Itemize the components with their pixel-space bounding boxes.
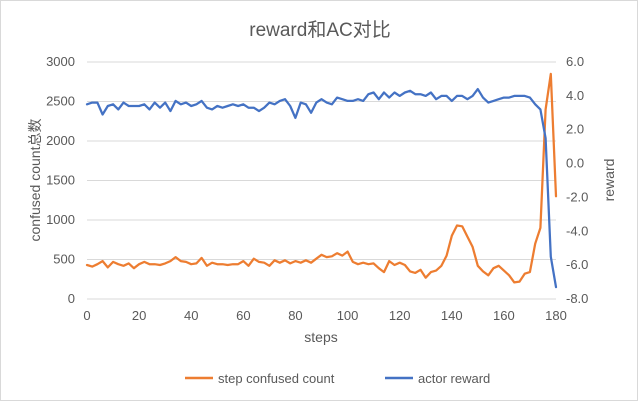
right-tick-label: 2.0 <box>566 122 584 137</box>
series-layer <box>85 72 558 289</box>
x-tick-label: 120 <box>389 308 411 323</box>
left-axis-label: confused count总数 <box>27 119 43 242</box>
right-tick-label: -6.0 <box>566 257 588 272</box>
series-line-step-confused-count <box>85 72 558 284</box>
left-tick-label: 3000 <box>46 54 75 69</box>
left-tick-label: 2500 <box>46 94 75 109</box>
right-tick-label: -4.0 <box>566 223 588 238</box>
right-tick-label: -8.0 <box>566 291 588 306</box>
x-tick-label: 60 <box>236 308 250 323</box>
x-axis-ticks: 0 20 40 60 80 100 120 140 160 180 <box>83 308 566 323</box>
x-tick-label: 180 <box>545 308 567 323</box>
right-axis-label: reward <box>601 159 617 202</box>
legend: step confused count actor reward <box>185 371 490 386</box>
x-tick-label: 40 <box>184 308 198 323</box>
x-tick-label: 100 <box>337 308 359 323</box>
left-tick-label: 500 <box>53 252 75 267</box>
x-axis-label: steps <box>304 329 337 345</box>
left-tick-label: 2000 <box>46 133 75 148</box>
legend-label: step confused count <box>218 371 335 386</box>
legend-label: actor reward <box>418 371 490 386</box>
gridlines <box>87 61 556 300</box>
right-tick-label: 6.0 <box>566 54 584 69</box>
x-tick-label: 0 <box>83 308 90 323</box>
chart-title: reward和AC对比 <box>249 19 390 41</box>
series-line-actor-reward <box>85 87 558 289</box>
left-tick-label: 1500 <box>46 173 75 188</box>
x-tick-label: 80 <box>288 308 302 323</box>
right-tick-label: 0.0 <box>566 156 584 171</box>
right-tick-label: 4.0 <box>566 88 584 103</box>
x-tick-label: 20 <box>132 308 146 323</box>
right-axis-ticks: -8.0 -6.0 -4.0 -2.0 0.0 2.0 4.0 6.0 <box>566 54 588 306</box>
right-tick-label: -2.0 <box>566 189 588 204</box>
x-tick-label: 160 <box>493 308 515 323</box>
left-axis-ticks: 0 500 1000 1500 2000 2500 3000 <box>46 54 75 306</box>
left-tick-label: 0 <box>68 291 75 306</box>
x-tick-label: 140 <box>441 308 463 323</box>
left-tick-label: 1000 <box>46 212 75 227</box>
